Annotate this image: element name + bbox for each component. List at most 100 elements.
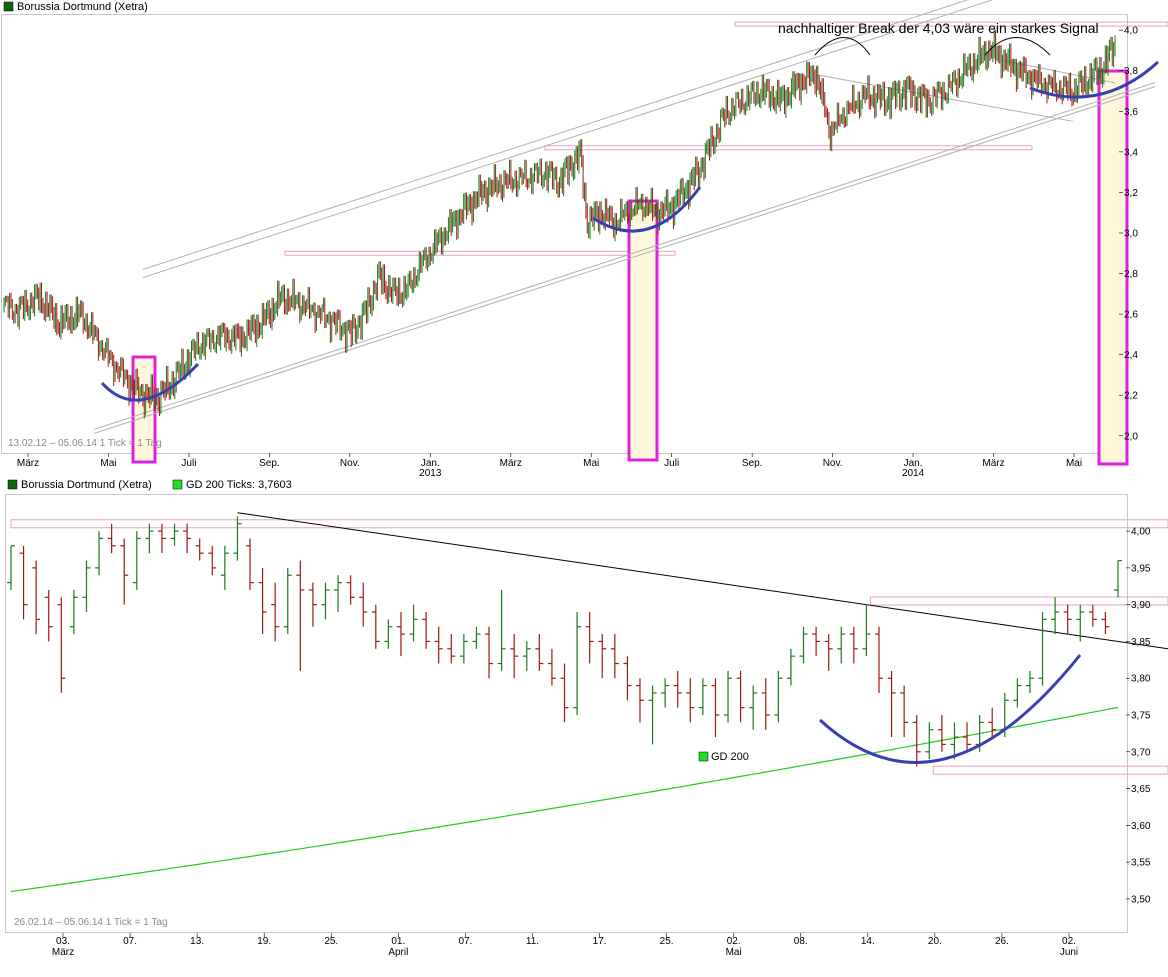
y-tick-label: 3,55 bbox=[1131, 858, 1151, 869]
highlight-box bbox=[627, 199, 659, 462]
y-tick-label: 4,00 bbox=[1131, 527, 1151, 538]
x-tick-label: 02. bbox=[1062, 936, 1076, 947]
x-tick-label: 13. bbox=[190, 936, 204, 947]
top-panel: Borussia Dortmund (Xetra) nachhaltiger B… bbox=[1, 0, 1168, 479]
y-tick-label: 3,50 bbox=[1131, 894, 1151, 905]
x-tick-label: Jan. bbox=[421, 458, 440, 469]
top-range-text: 13.02.12 – 05.06.14 1 Tick = 1 Tag bbox=[8, 438, 162, 449]
bottom-zones bbox=[10, 519, 1168, 775]
top-arc bbox=[984, 37, 1051, 56]
top-annotation-arcs bbox=[100, 37, 1160, 402]
x-month-label: Mai bbox=[726, 947, 742, 958]
y-tick-label: 2,2 bbox=[1124, 391, 1138, 402]
top-x-axis: März Mai Juli Sep. Nov. Jan. März Mai Juli Sep. No… bbox=[17, 453, 1082, 479]
y-tick-label: 3,0 bbox=[1124, 228, 1138, 239]
bottom-legend-swatch bbox=[7, 479, 18, 490]
y-tick-label: 2,0 bbox=[1124, 431, 1138, 442]
x-tick-label: Sep. bbox=[259, 458, 280, 469]
top-price-bars bbox=[3, 30, 1116, 419]
bottom-price-bars bbox=[7, 516, 1122, 767]
resistance-zone bbox=[869, 596, 1168, 606]
bottom-plot-frame bbox=[5, 494, 1128, 933]
x-tick-label: 20. bbox=[928, 936, 942, 947]
y-tick-label: 3,85 bbox=[1131, 637, 1151, 648]
x-tick-label: 19. bbox=[257, 936, 271, 947]
bottom-panel: Borussia Dortmund (Xetra) GD 200 Ticks: … bbox=[5, 479, 1168, 958]
resistance-zone bbox=[932, 765, 1168, 775]
top-legend-swatch bbox=[3, 1, 14, 12]
x-tick-label: 25. bbox=[660, 936, 674, 947]
x-tick-label: 14. bbox=[861, 936, 875, 947]
x-month-label: März bbox=[52, 947, 74, 958]
x-tick-label: 17. bbox=[593, 936, 607, 947]
bottom-arc bbox=[100, 362, 200, 402]
x-month-label: Juni bbox=[1060, 947, 1078, 958]
channel-line bbox=[94, 86, 1156, 434]
x-tick-label: Sep. bbox=[742, 458, 763, 469]
top-highlights bbox=[131, 69, 1129, 466]
y-tick-label: 3,6 bbox=[1124, 107, 1138, 118]
y-tick-label: 2,4 bbox=[1124, 350, 1138, 361]
channel-line bbox=[142, 0, 969, 270]
x-tick-label: Juli bbox=[664, 458, 679, 469]
y-tick-label: 2,8 bbox=[1124, 269, 1138, 280]
gd200-label-swatch bbox=[698, 751, 709, 762]
y-tick-label: 3,80 bbox=[1131, 674, 1151, 685]
bottom-annotation-arc bbox=[818, 654, 1082, 764]
y-tick-label: 2,6 bbox=[1124, 310, 1138, 321]
gd200-legend-label: GD 200 Ticks: 3,7603 bbox=[186, 479, 292, 491]
y-tick-label: 3,8 bbox=[1124, 66, 1138, 77]
x-tick-label: 08. bbox=[794, 936, 808, 947]
y-tick-label: 3,65 bbox=[1131, 784, 1151, 795]
bottom-y-axis: 3,50 3,55 3,60 3,65 3,70 3,75 3,80 3,85 3,90 3,95… bbox=[1126, 527, 1151, 905]
x-tick-label: Nov. bbox=[340, 458, 360, 469]
bottom-x-axis: 03. 07. 13. 19. 25. 01. 07. 11. 17. 25. 02. 08. 14. 2… bbox=[52, 933, 1078, 958]
y-tick-label: 3,4 bbox=[1124, 147, 1138, 158]
bottom-arc bbox=[592, 186, 702, 233]
top-arc bbox=[814, 37, 871, 56]
x-tick-label: 01. bbox=[391, 936, 405, 947]
y-tick-label: 3,75 bbox=[1131, 711, 1151, 722]
x-tick-label: März bbox=[500, 458, 522, 469]
x-year-label: 2014 bbox=[902, 468, 925, 479]
channel-line bbox=[142, 0, 994, 279]
bottom-range-text: 26.02.14 – 05.06.14 1 Tick = 1 Tag bbox=[14, 917, 168, 928]
channel-line bbox=[94, 82, 1156, 430]
y-tick-label: 3,70 bbox=[1131, 747, 1151, 758]
y-tick-label: 3,95 bbox=[1131, 563, 1151, 574]
highlight-box bbox=[1097, 69, 1129, 466]
x-tick-label: 26. bbox=[995, 936, 1009, 947]
bottom-arc bbox=[1029, 60, 1160, 99]
x-tick-label: Mai bbox=[1066, 458, 1082, 469]
resistance-zone bbox=[10, 519, 1168, 529]
x-tick-label: 25. bbox=[324, 936, 338, 947]
y-tick-label: 4,0 bbox=[1124, 26, 1138, 37]
x-tick-label: 11. bbox=[526, 936, 539, 947]
x-tick-label: März bbox=[982, 458, 1004, 469]
x-tick-label: Juli bbox=[181, 458, 196, 469]
bottom-arc bbox=[818, 654, 1082, 764]
x-tick-label: Mai bbox=[583, 458, 599, 469]
gd200-path bbox=[10, 706, 1119, 893]
y-tick-label: 3,60 bbox=[1131, 821, 1151, 832]
x-month-label: April bbox=[388, 947, 408, 958]
downtrend-line bbox=[237, 512, 1168, 650]
x-tick-label: 07. bbox=[458, 936, 472, 947]
x-tick-label: März bbox=[17, 458, 39, 469]
gd200-line bbox=[10, 706, 1119, 893]
trendline-path bbox=[237, 512, 1168, 650]
x-tick-label: Jan. bbox=[904, 458, 923, 469]
gd200-label: GD 200 bbox=[711, 751, 749, 763]
bottom-legend-label: Borussia Dortmund (Xetra) bbox=[21, 479, 152, 491]
x-tick-label: 07. bbox=[123, 936, 137, 947]
top-legend-label: Borussia Dortmund (Xetra) bbox=[17, 1, 148, 13]
top-y-axis: 2,0 2,2 2,4 2,6 2,8 3,0 3,2 3,4 3,6 3,8 4,0 bbox=[1119, 26, 1138, 442]
x-tick-label: 03. bbox=[56, 936, 70, 947]
top-annotation-text: nachhaltiger Break der 4,03 wäre ein sta… bbox=[778, 20, 1099, 36]
channel-line bbox=[816, 74, 1074, 122]
x-tick-label: Mai bbox=[100, 458, 116, 469]
x-year-label: 2013 bbox=[419, 468, 442, 479]
x-tick-label: Nov. bbox=[823, 458, 843, 469]
x-tick-label: 02. bbox=[727, 936, 741, 947]
